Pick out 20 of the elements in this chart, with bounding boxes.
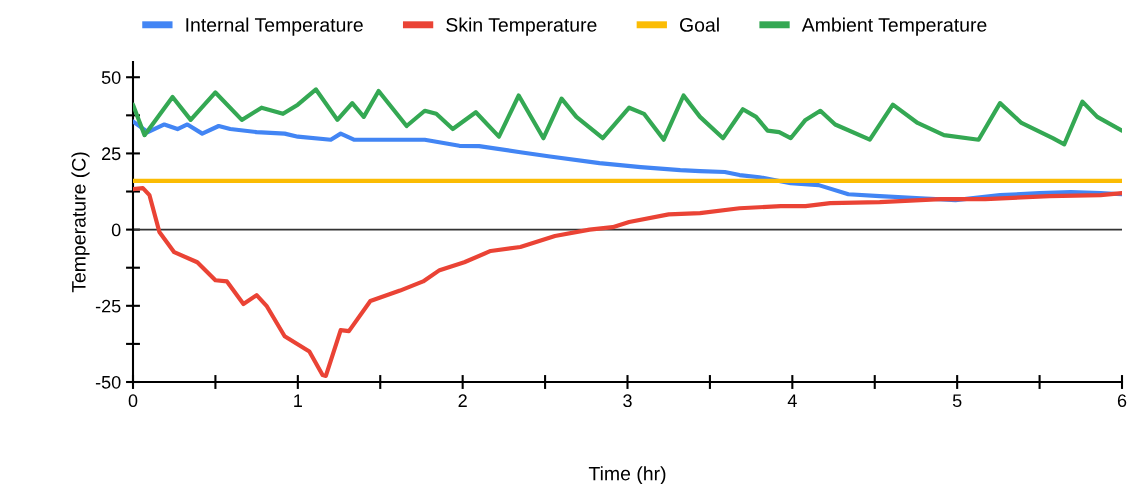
x-tick-label: 4	[787, 394, 797, 407]
x-tick-label: 5	[952, 394, 962, 408]
y-axis-title: Temperature (C)	[71, 152, 90, 293]
x-tick-label: 2	[458, 394, 467, 407]
x-tick-label: 0	[128, 394, 138, 408]
x-axis-title: Time (hr)	[588, 466, 666, 484]
x-tick-label: 6	[1117, 394, 1127, 408]
y-tick-label: 50	[101, 71, 121, 84]
line-series	[133, 186, 1122, 378]
x-tick-label: 1	[294, 394, 302, 407]
legend-label: Skin Temperature	[446, 17, 597, 36]
y-tick-label: -25	[95, 299, 121, 313]
y-tick-label: 25	[102, 147, 121, 161]
legend-label: Goal	[679, 17, 719, 32]
x-tick-label: 3	[623, 394, 632, 408]
legend-label: Ambient Temperature	[801, 17, 987, 36]
line-series	[133, 87, 1122, 147]
y-tick-label: 0	[111, 223, 121, 237]
y-tick-label: -50	[95, 375, 121, 389]
legend-label: Internal Temperature	[186, 17, 363, 36]
